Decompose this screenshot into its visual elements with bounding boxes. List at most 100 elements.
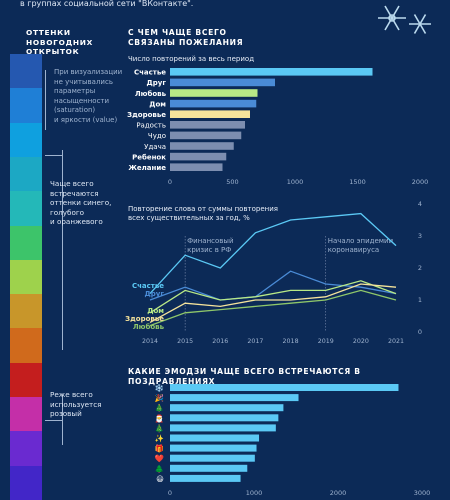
chart1-svg: Счастье Друг Любовь Дом Здоровье Радость Чудо У…: [127, 68, 429, 186]
bar: [170, 444, 257, 452]
bar: [170, 474, 241, 482]
bar: [170, 394, 299, 402]
bar: [170, 99, 257, 108]
strip-segment: [10, 54, 42, 89]
y-tick-label: 1: [418, 296, 422, 304]
bar: [170, 131, 242, 140]
annotation-label: Финансовый: [187, 237, 233, 245]
emoji-label: ❄️: [155, 384, 164, 393]
category-label: Чудо: [148, 132, 166, 140]
category-label: Здоровье: [127, 111, 166, 119]
x-tick-label: 0: [168, 489, 172, 497]
series-label: Здоровье: [125, 315, 164, 323]
bar: [170, 110, 250, 118]
strip-segment: [10, 362, 42, 398]
series-label: Счастье: [132, 282, 164, 290]
strip-segment: [10, 191, 42, 227]
category-label: Желание: [128, 164, 166, 172]
emoji-label: 😃: [156, 474, 164, 483]
note-method: При визуализации не учитывались параметр…: [54, 68, 123, 124]
annotation-label: кризис в РФ: [187, 246, 231, 254]
x-tick-label: 0: [168, 178, 172, 186]
emoji-label: 🎉: [155, 394, 164, 403]
x-tick-label: 2018: [283, 338, 299, 345]
y-tick-label: 3: [418, 232, 422, 240]
series-line: [149, 283, 397, 323]
category-label: Счастье: [134, 69, 166, 77]
strip-segment: [10, 88, 42, 124]
bar: [170, 424, 276, 432]
emoji-label: ✨: [155, 434, 164, 443]
note-often: Чаще всего встречаются оттенки синего, г…: [50, 179, 112, 226]
strip-segment: [10, 259, 42, 295]
chart1-title: С ЧЕМ ЧАЩЕ ВСЕГО СВЯЗАНЫ ПОЖЕЛАНИЯ: [128, 28, 244, 47]
x-tick-label: 1000: [246, 489, 263, 497]
snowflake-decoration: [378, 5, 431, 34]
y-tick-label: 4: [418, 200, 422, 208]
emoji-label: 🎄: [155, 424, 164, 433]
connector-often: [45, 155, 62, 156]
category-label: Ребенок: [132, 153, 166, 161]
x-tick-label: 2000: [330, 489, 347, 497]
strip-segment: [10, 397, 42, 432]
bar: [170, 163, 223, 171]
strip-segment: [10, 225, 42, 261]
bar: [170, 121, 245, 129]
bar: [170, 89, 258, 97]
x-tick-label: 2016: [212, 338, 228, 345]
annotation-label: Начало эпидемии: [328, 237, 393, 245]
bar: [170, 434, 260, 442]
bracket-rare: [62, 395, 63, 445]
y-tick-label: 0: [418, 328, 422, 336]
category-label: Удача: [144, 143, 166, 151]
y-tick-label: 2: [418, 264, 422, 272]
bar: [170, 384, 399, 391]
series-line: [149, 270, 397, 301]
chart3-title: КАКИЕ ЭМОДЗИ ЧАЩЕ ВСЕГО ВСТРЕЧАЮТСЯ В ПО…: [128, 367, 361, 386]
bracket-method: [45, 70, 46, 130]
series-line: [149, 289, 397, 327]
series-line: [149, 212, 397, 295]
x-tick-label: 2014: [142, 338, 158, 345]
bracket-often: [62, 150, 63, 350]
bar: [170, 404, 284, 412]
bar: [170, 152, 227, 161]
series-line: [149, 280, 397, 314]
note-rare: Реже всего используется розовый: [50, 390, 102, 418]
bar: [170, 454, 255, 462]
series-label: Любовь: [133, 323, 165, 331]
x-tick-label: 500: [226, 178, 238, 186]
x-tick-label: 2021: [388, 338, 404, 345]
strip-segment: [10, 294, 42, 329]
category-label: Радость: [136, 122, 166, 130]
series-label: Дом: [147, 307, 164, 315]
strip-segment: [10, 431, 42, 467]
x-tick-label: 3000: [414, 489, 431, 497]
category-label: Любовь: [135, 90, 167, 98]
bar: [170, 464, 248, 472]
intro-text: в группах социальной сети "ВКонтакте".: [20, 0, 194, 8]
x-tick-label: 2020: [353, 338, 369, 345]
strip-segment: [10, 122, 42, 158]
x-tick-label: 2000: [412, 178, 429, 186]
x-tick-label: 1000: [287, 178, 304, 186]
x-tick-label: 2019: [318, 338, 334, 345]
strip-segment: [10, 328, 42, 364]
bar: [170, 414, 279, 422]
category-label: Дом: [149, 100, 166, 108]
bar: [170, 142, 234, 150]
category-label: Друг: [147, 79, 167, 87]
emoji-label: 🎄: [155, 404, 164, 413]
sidebar-title: ОТТЕНКИ НОВОГОДНИХ ОТКРЫТОК: [26, 28, 94, 56]
x-tick-label: 2017: [247, 338, 263, 345]
emoji-label: 🎁: [155, 444, 164, 453]
series-label: Друг: [145, 290, 165, 298]
emoji-label: 🌲: [155, 464, 164, 473]
bar: [170, 68, 373, 76]
connector-rare: [45, 420, 62, 421]
emoji-label: ❤️: [155, 454, 165, 463]
strip-segment: [10, 156, 42, 192]
chart2-title: Повторение слова от суммы повторения все…: [128, 205, 279, 222]
annotation-label: коронавируса: [328, 246, 380, 254]
